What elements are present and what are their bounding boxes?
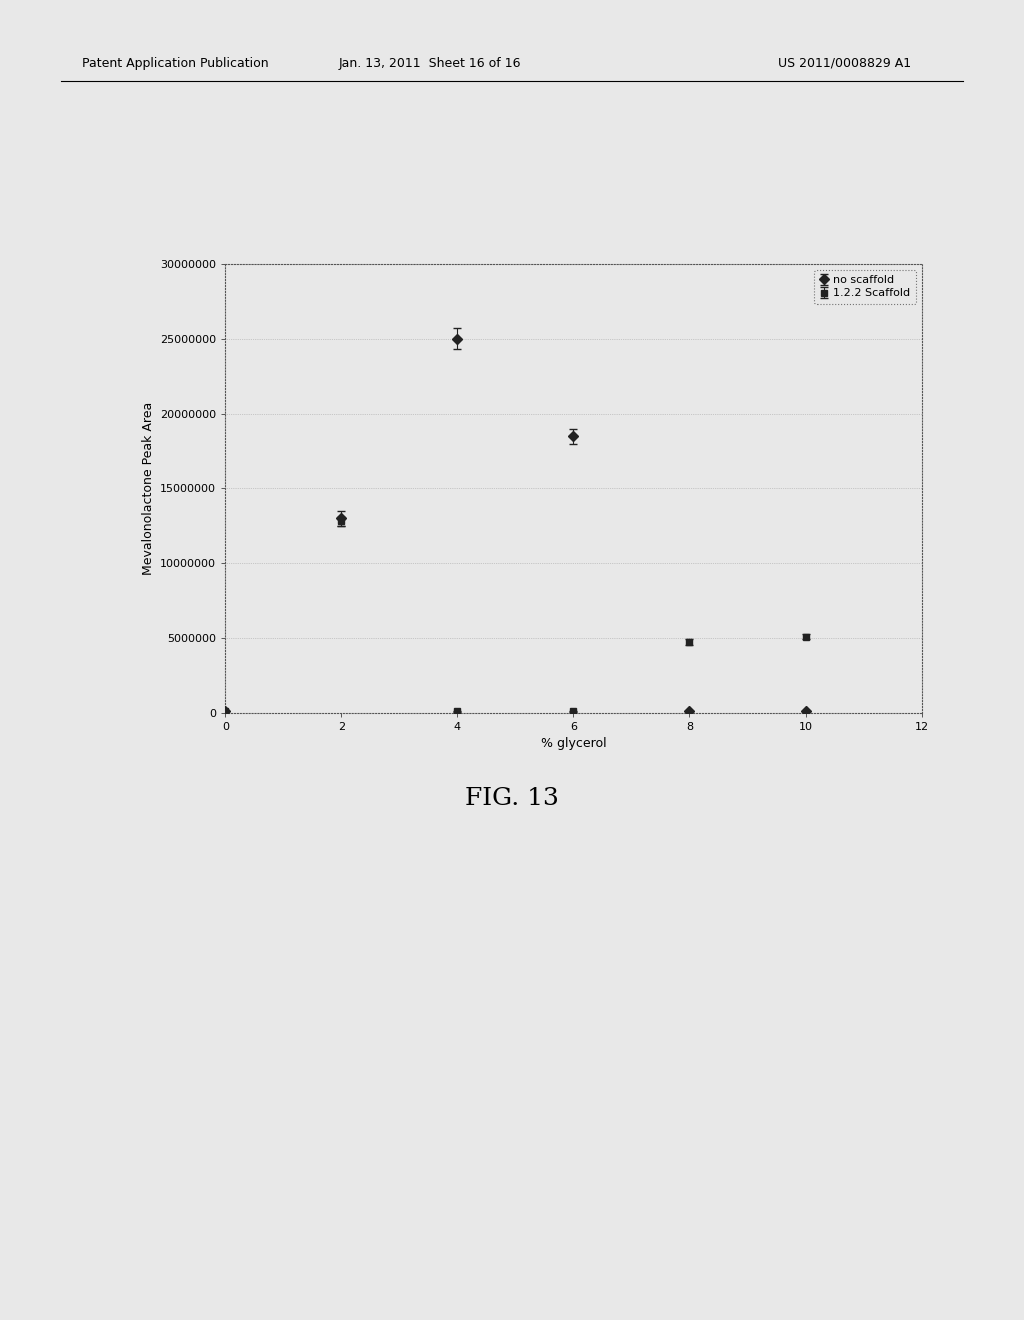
Text: US 2011/0008829 A1: US 2011/0008829 A1 bbox=[778, 57, 911, 70]
Text: Patent Application Publication: Patent Application Publication bbox=[82, 57, 268, 70]
Text: FIG. 13: FIG. 13 bbox=[465, 787, 559, 810]
X-axis label: % glycerol: % glycerol bbox=[541, 738, 606, 750]
Legend: no scaffold, 1.2.2 Scaffold: no scaffold, 1.2.2 Scaffold bbox=[814, 269, 916, 304]
Text: Jan. 13, 2011  Sheet 16 of 16: Jan. 13, 2011 Sheet 16 of 16 bbox=[339, 57, 521, 70]
Y-axis label: Mevalonolactone Peak Area: Mevalonolactone Peak Area bbox=[141, 401, 155, 576]
